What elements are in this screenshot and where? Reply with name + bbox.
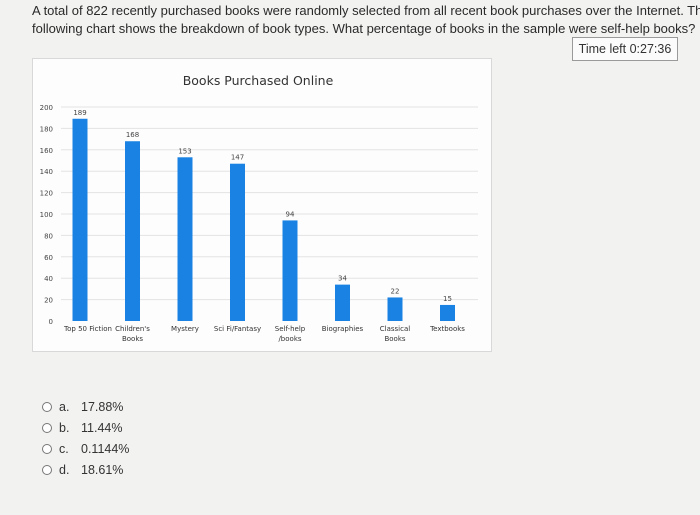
x-tick-label: /books (278, 335, 301, 343)
bar-chart: Books Purchased Online 0 20 40 60 80 100 120 140… (32, 58, 492, 352)
question-line-1: A total of 822 recently purchased books … (32, 3, 700, 18)
option-text: 18.61% (81, 462, 124, 477)
x-tick-label: Sci Fi/Fantasy (214, 325, 261, 333)
y-tick-label: 120 (40, 190, 53, 198)
bar (125, 141, 140, 321)
x-tick-label: Children's (115, 325, 150, 333)
bar-value-label: 153 (178, 147, 191, 155)
y-tick-label: 160 (40, 147, 53, 155)
option-d[interactable]: d. 18.61% (42, 459, 129, 480)
bar (282, 220, 298, 321)
option-b[interactable]: b. 11.44% (42, 417, 129, 438)
y-tick-label: 60 (44, 254, 53, 262)
y-tick-label: 20 (44, 297, 53, 305)
y-tick-label: 140 (40, 168, 53, 176)
bar (387, 297, 403, 321)
y-tick-label: 200 (40, 104, 53, 112)
option-letter: c. (59, 441, 69, 456)
y-tick-label: 100 (40, 211, 53, 219)
question-text: A total of 822 recently purchased books … (32, 2, 700, 38)
radio-button[interactable] (42, 443, 52, 454)
bar (230, 163, 245, 321)
option-letter: b. (59, 420, 70, 435)
chart-title: Books Purchased Online (183, 73, 334, 88)
option-text: 0.1144% (81, 441, 130, 456)
chart-svg: Books Purchased Online 0 20 40 60 80 100 120 140… (40, 73, 478, 343)
x-tick-label: Textbooks (429, 325, 465, 333)
y-tick-label: 180 (40, 125, 53, 133)
bar-value-label: 94 (286, 210, 295, 218)
bar (440, 304, 455, 321)
option-text: 11.44% (81, 420, 123, 435)
bar-value-label: 15 (443, 295, 452, 303)
x-tick-label: Biographies (322, 325, 364, 333)
bar-value-label: 168 (126, 131, 139, 139)
bar-value-label: 22 (391, 287, 400, 295)
y-tick-label: 40 (44, 275, 53, 283)
option-c[interactable]: c. 0.1144% (42, 438, 129, 459)
y-tick-label: 0 (49, 318, 53, 326)
radio-button[interactable] (42, 422, 52, 433)
option-text: 17.88% (81, 399, 124, 414)
radio-button[interactable] (42, 464, 52, 475)
bar (177, 157, 193, 321)
x-tick-label: Books (384, 335, 405, 343)
bar-value-label: 147 (231, 154, 244, 162)
x-tick-label: Self-help (275, 325, 306, 333)
x-tick-label: Top 50 Fiction (63, 325, 112, 333)
y-tick-label: 80 (44, 232, 53, 240)
bar (72, 118, 88, 321)
x-tick-label: Mystery (171, 325, 199, 333)
bar-value-label: 34 (338, 275, 347, 283)
time-left-badge: Time left 0:27:36 (572, 37, 678, 61)
question-line-2: following chart shows the breakdown of b… (32, 21, 696, 36)
option-letter: d. (59, 462, 70, 477)
x-tick-label: Books (122, 335, 143, 343)
option-a[interactable]: a. 17.88% (42, 396, 129, 417)
option-letter: a. (59, 399, 70, 414)
answer-options: a. 17.88% b. 11.44% c. 0.1144% d. 18.61% (42, 396, 129, 480)
radio-button[interactable] (42, 401, 52, 412)
bar (335, 284, 350, 321)
bar-value-label: 189 (73, 109, 86, 117)
x-tick-label: Classical (380, 325, 410, 333)
